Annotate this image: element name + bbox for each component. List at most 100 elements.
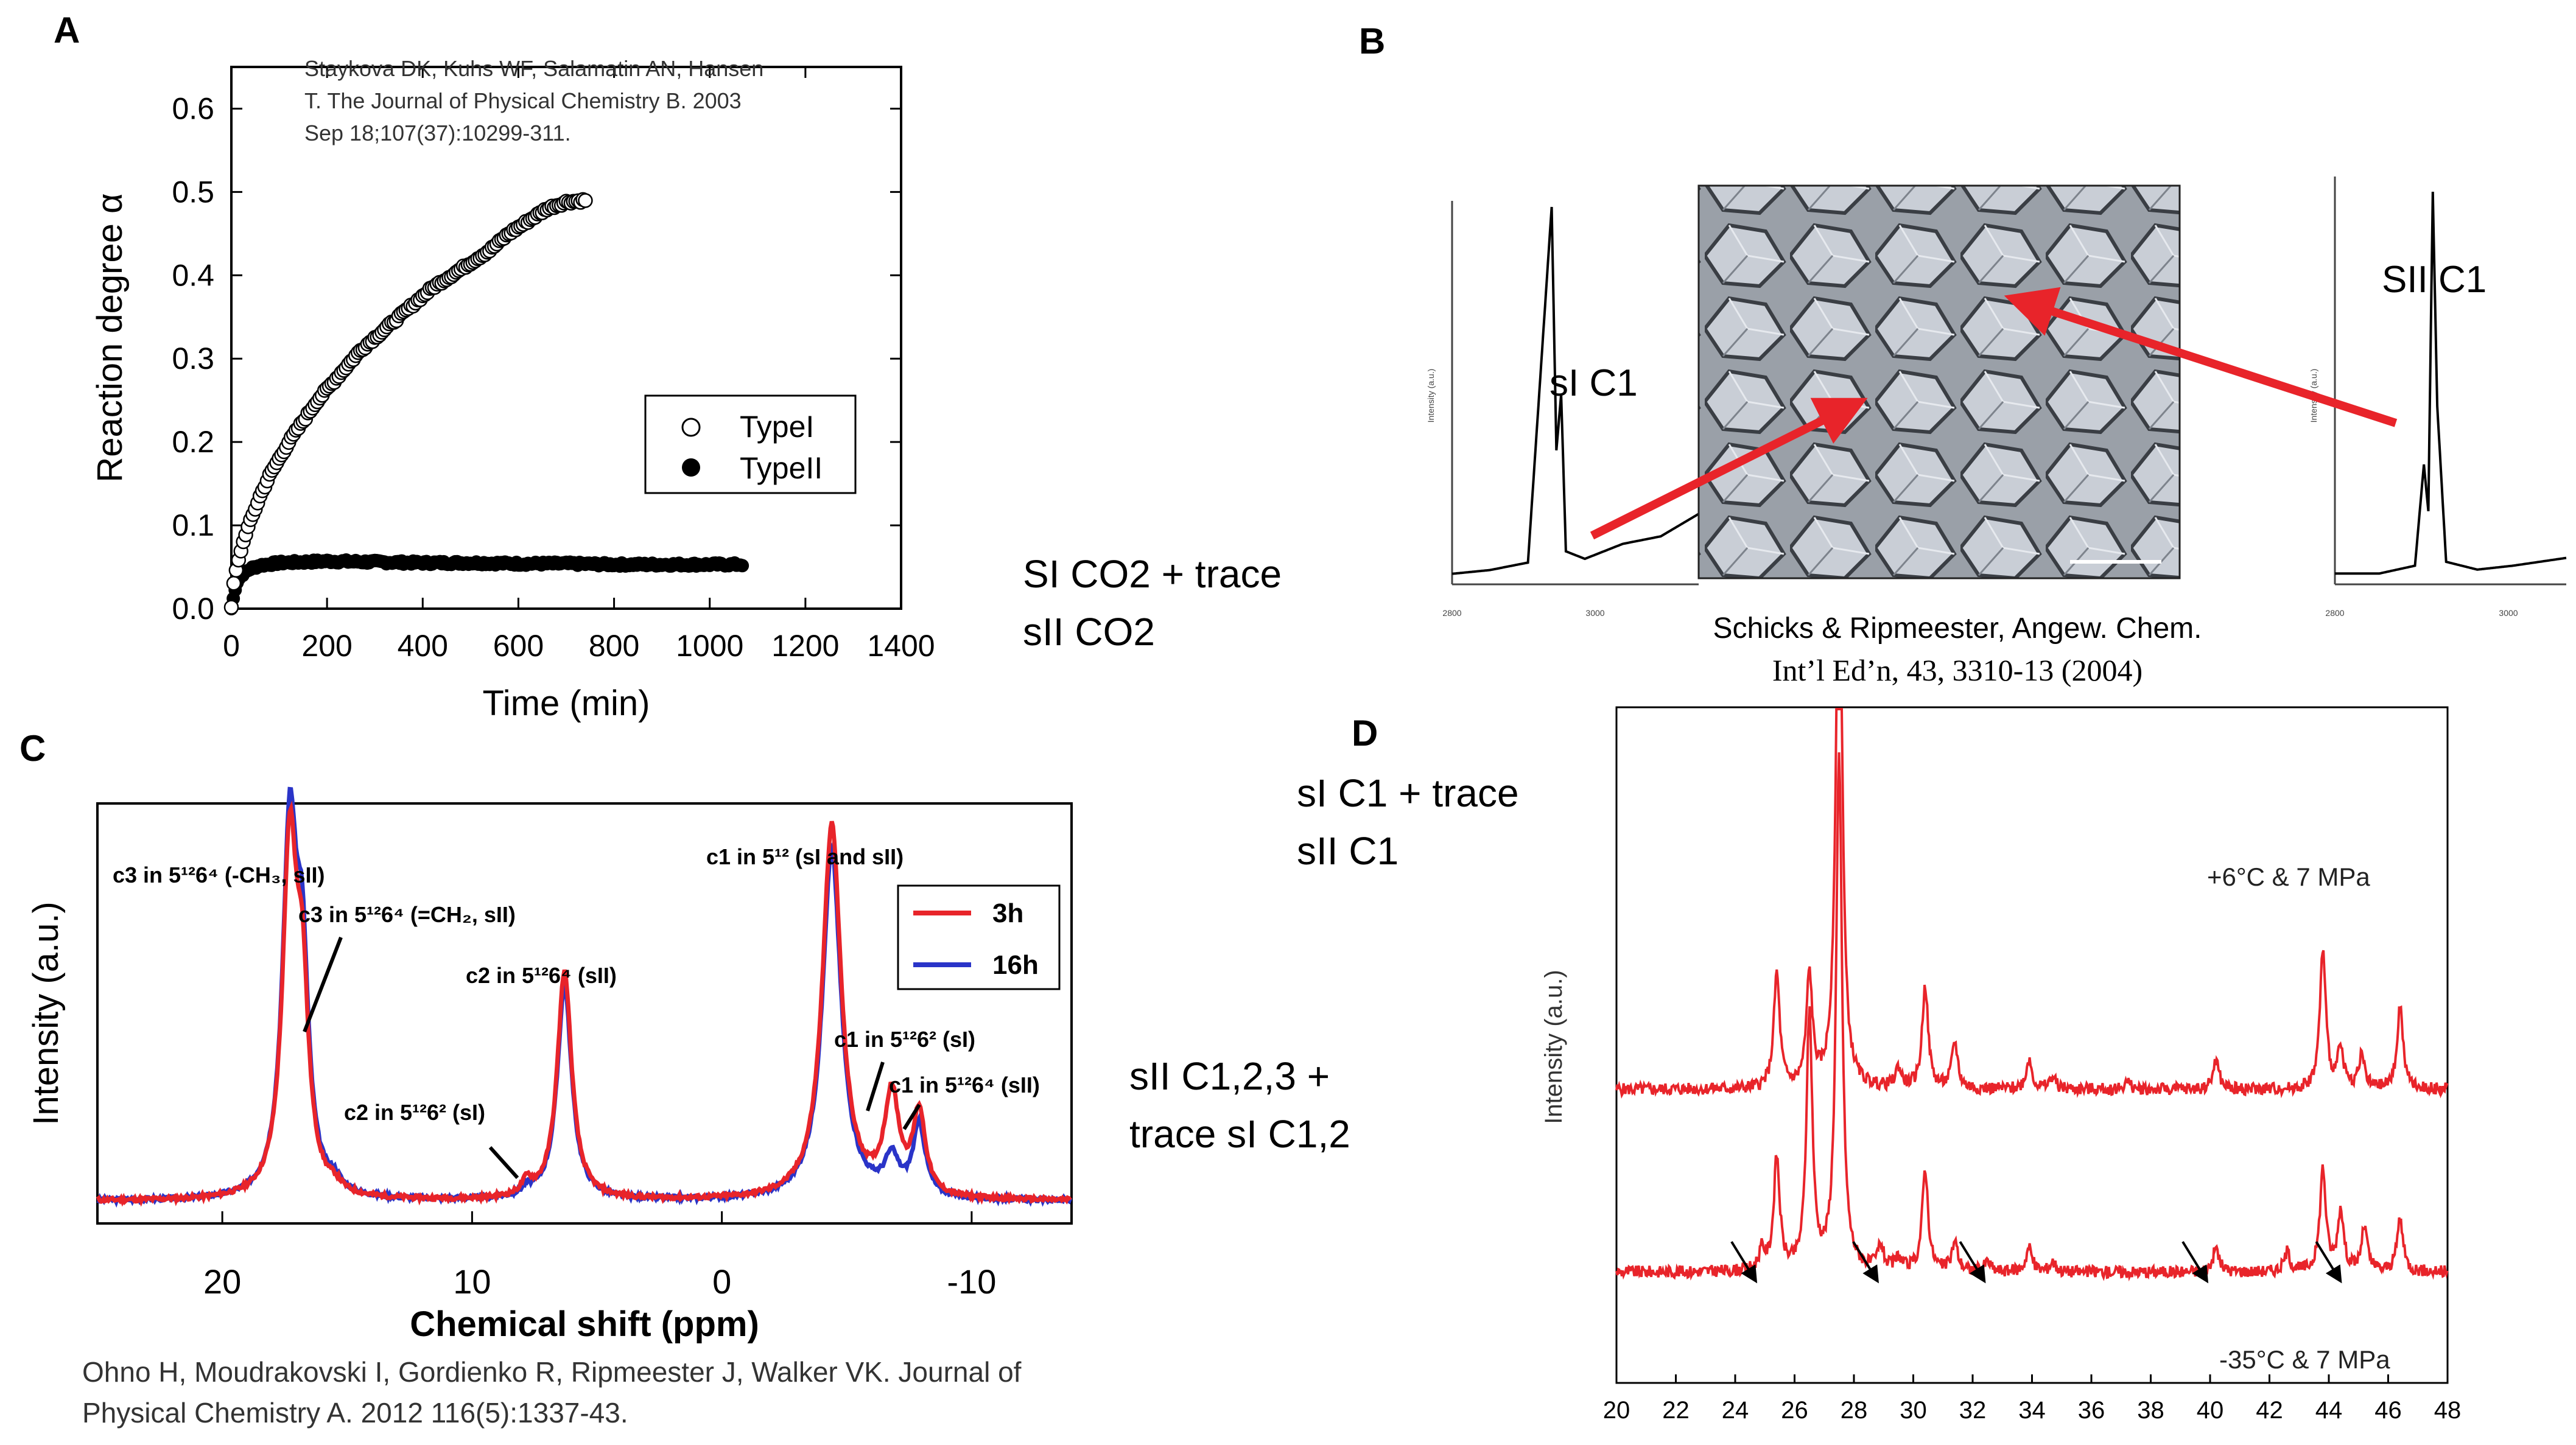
arrow-d: [2315, 1240, 2342, 1284]
arrow-d: [2181, 1240, 2209, 1284]
annotation-c2-sii: c2 in 5¹²6⁴ (sII): [466, 963, 617, 988]
citation-b-line2: Int’l Ed’n, 43, 3310-13 (2004): [1772, 653, 2143, 687]
annotation-c3-ch2: c3 in 5¹²6⁴ (=CH₂, sII): [298, 902, 516, 927]
arrow-d: [1959, 1240, 1986, 1284]
series-marks-a: [223, 192, 749, 616]
y-axis-label-c: Intensity (a.u.): [26, 901, 66, 1125]
spectrum-left-xtick-1: 2800: [1442, 608, 1461, 618]
series-line-minus35c: [1615, 752, 2449, 1282]
spectrum-left-xtick-2: 3000: [1585, 608, 1604, 618]
side-note-a-line2: sII CO2: [1023, 610, 1155, 654]
x-tick-label-d: 48: [2434, 1397, 2462, 1424]
side-note-a-line1: SI CO2 + trace: [1023, 552, 1282, 596]
y-tick-label-a: 0.0: [172, 592, 214, 626]
legend-box-a: [644, 394, 857, 494]
panel-d: D sI C1 + trace sII C1 20 22 24 26 28 30 32 34 3…: [1297, 706, 2462, 1424]
y-tick-label-a: 0.6: [172, 91, 214, 125]
legend-label-typeii: TypeII: [740, 451, 823, 485]
x-tick-label-d: 38: [2137, 1397, 2164, 1424]
x-tick-label-c: 0: [712, 1262, 731, 1301]
crystal-micrograph: [1697, 184, 2181, 579]
x-tick-label-a: 800: [589, 629, 639, 663]
x-tick-label-a: 200: [301, 629, 352, 663]
legend-c: 3h 16h: [897, 884, 1061, 990]
y-axis-label-a: Reaction degree α: [90, 193, 130, 482]
legend-label-3h: 3h: [992, 898, 1023, 928]
x-tick-label-d: 30: [1900, 1397, 1927, 1424]
series-label-plus6c: +6°C & 7 MPa: [2207, 862, 2370, 891]
y-tick-label-a: 0.2: [172, 425, 214, 459]
x-tick-label-c: -10: [947, 1262, 996, 1301]
y-axis-label-d: Intensity (a.u.): [1540, 970, 1567, 1124]
x-tick-label-d: 34: [2018, 1397, 2046, 1424]
annotation-c2-si: c2 in 5¹²6² (sI): [344, 1100, 485, 1125]
arrow-d: [1852, 1240, 1879, 1284]
spectrum-left-line: [1451, 206, 1699, 575]
panel-label-b: B: [1359, 21, 1385, 61]
axis-ticks-a: 0 200 400 600 800 1000 1200 1400 0.0 0.1 0.2 0.3 0.4…: [172, 67, 935, 663]
x-tick-label-d: 36: [2078, 1397, 2105, 1424]
side-note-d-line2: sII C1: [1297, 829, 1399, 873]
x-tick-label-d: 42: [2256, 1397, 2283, 1424]
panel-label-d: D: [1352, 713, 1378, 754]
marker-typei: [578, 193, 593, 208]
plot-frame-d: [1615, 706, 2449, 1384]
x-tick-label-d: 44: [2315, 1397, 2343, 1424]
arrow-d: [1730, 1240, 1758, 1284]
legend-label-typei: TypeI: [740, 410, 814, 444]
x-tick-label-d: 46: [2374, 1397, 2402, 1424]
x-tick-label-a: 1000: [676, 629, 743, 663]
spectrum-right-xtick-2: 3000: [2499, 608, 2518, 618]
x-axis-label-c: Chemical shift (ppm): [410, 1304, 759, 1344]
spectrum-left-ylabel: Intensity (a.u.): [1426, 369, 1436, 423]
axis-ticks-d: 20 22 24 26 28 30 32 34 36 38 40 42 44 46 48: [1603, 1374, 2462, 1424]
panel-label-a: A: [54, 10, 80, 51]
legend-marker-typeii: [682, 458, 700, 477]
panel-c: C 20 10 0 -10 Chemical shift (ppm) Intensit…: [19, 728, 1350, 1429]
legend-label-16h: 16h: [992, 950, 1039, 980]
citation-a-line1: Staykova DK, Kuhs WF, Salamatin AN, Hans…: [304, 56, 763, 81]
x-tick-label-d: 40: [2197, 1397, 2224, 1424]
plot-frame-c: [96, 802, 1073, 1225]
x-tick-label-d: 28: [1841, 1397, 1868, 1424]
x-tick-label-a: 400: [398, 629, 448, 663]
citation-a-line3: Sep 18;107(37):10299-311.: [304, 121, 571, 145]
y-tick-label-a: 0.3: [172, 341, 214, 376]
plot-frame-a: [230, 66, 902, 610]
legend-box-c: [897, 884, 1061, 990]
x-tick-label-a: 1200: [771, 629, 839, 663]
leader-c2-si: [488, 1146, 519, 1180]
spectrum-right-line: [2335, 191, 2567, 575]
citation-c-line1: Ohno H, Moudrakovski I, Gordienko R, Rip…: [82, 1356, 1022, 1388]
series-line-3h: [96, 800, 1072, 1207]
spectrum-right-xtick-1: 2800: [2325, 608, 2344, 618]
arrow-si-to-crystal: [1590, 397, 1868, 540]
y-tick-label-a: 0.4: [172, 258, 214, 292]
series-label-minus35c: -35°C & 7 MPa: [2219, 1345, 2390, 1374]
x-tick-label-d: 24: [1722, 1397, 1749, 1424]
panel-a: A 0 200 400 600 800 1000 1200 14000.00.10.20.30…: [54, 10, 1282, 723]
micrograph-scale-bar: [2070, 560, 2161, 564]
spectrum-right-b: Intensity (a.u.) 2800 3000: [2309, 177, 2567, 618]
annotation-c1-51262: c1 in 5¹²6² (sI): [834, 1027, 975, 1052]
x-tick-label-d: 26: [1781, 1397, 1808, 1424]
x-tick-label-d: 32: [1959, 1397, 1987, 1424]
leader-c1-51264: [902, 1104, 921, 1130]
x-tick-label-c: 10: [453, 1262, 491, 1301]
x-axis-label-a: Time (min): [483, 684, 650, 723]
y-tick-label-a: 0.1: [172, 508, 214, 542]
legend-a: TypeI TypeII: [644, 394, 857, 494]
x-tick-label-a: 0: [223, 629, 240, 663]
side-note-c-line1: sII C1,2,3 +: [1129, 1054, 1330, 1098]
label-si-c1: sI C1: [1549, 362, 1638, 404]
x-tick-label-d: 22: [1662, 1397, 1690, 1424]
x-tick-label-a: 1400: [867, 629, 935, 663]
x-tick-label-c: 20: [203, 1262, 241, 1301]
marker-typei: [223, 600, 239, 615]
annotation-c1-512: c1 in 5¹² (sI and sII): [706, 844, 904, 869]
leader-c3-ch2: [303, 936, 343, 1033]
legend-marker-typei: [681, 418, 701, 437]
leader-c1-51262: [866, 1062, 885, 1111]
arrows-d: [1730, 1240, 2342, 1284]
panel-b: B Intensity (a.u.) 2800 3000 sI C1 Inten…: [1359, 21, 2567, 687]
